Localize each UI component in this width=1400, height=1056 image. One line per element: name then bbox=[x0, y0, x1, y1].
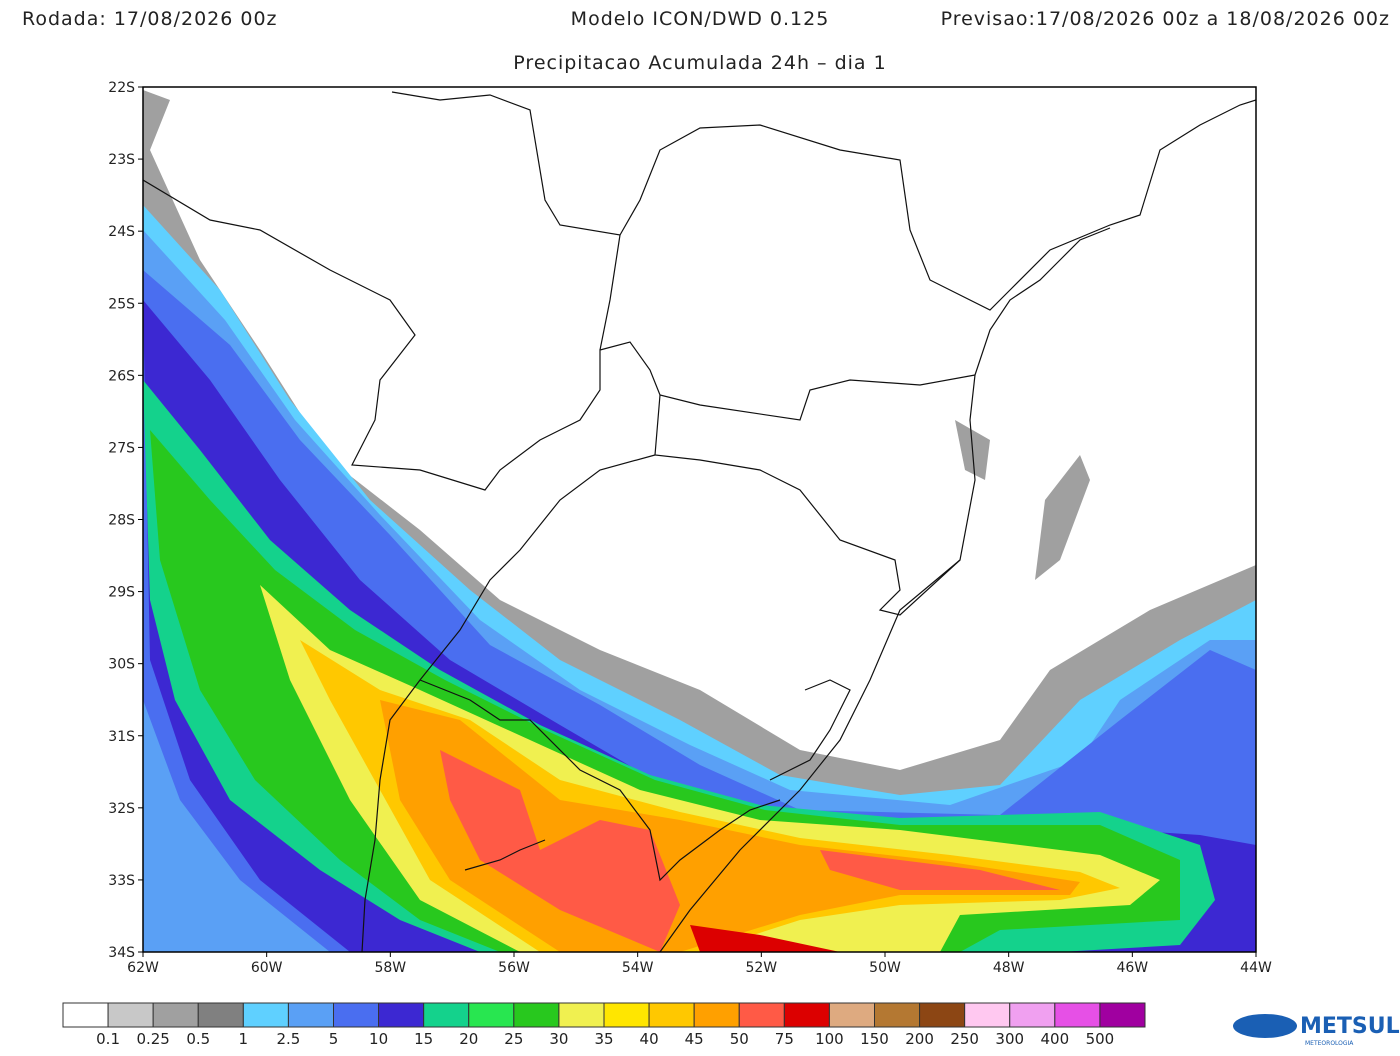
colorbar-box bbox=[287, 1002, 334, 1028]
colorbar-box bbox=[333, 1002, 380, 1028]
lat-label: 26S bbox=[108, 368, 135, 384]
colorbar-label: 400 bbox=[1041, 1030, 1070, 1048]
run-label: Rodada: 17/08/2026 00z bbox=[22, 8, 278, 30]
colorbar-box bbox=[107, 1002, 154, 1028]
colorbar-box bbox=[242, 1002, 289, 1028]
colorbar-box bbox=[738, 1002, 785, 1028]
colorbar-label: 2.5 bbox=[276, 1030, 300, 1048]
logo-name: METSUL bbox=[1300, 1014, 1400, 1039]
lon-label: 48W bbox=[993, 960, 1025, 976]
colorbar-label: 100 bbox=[815, 1030, 844, 1048]
lat-label: 32S bbox=[108, 801, 135, 817]
colorbar-label: 200 bbox=[905, 1030, 934, 1048]
colorbar: 0.1 0.25 0.5 1 2.5 5 10 15 20 25 30 35 40 45 50 75 100 15… bbox=[62, 1002, 1146, 1048]
subtitle: Precipitacao Acumulada 24h – dia 1 bbox=[513, 52, 886, 74]
colorbar-box bbox=[919, 1002, 966, 1028]
colorbar-label: 30 bbox=[549, 1030, 568, 1048]
lat-label: 27S bbox=[108, 440, 135, 456]
colorbar-box bbox=[62, 1002, 109, 1028]
colorbar-box bbox=[693, 1002, 740, 1028]
colorbar-box bbox=[783, 1002, 830, 1028]
colorbar-label: 20 bbox=[459, 1030, 478, 1048]
colorbar-label: 250 bbox=[950, 1030, 979, 1048]
precip-contour bbox=[143, 700, 330, 952]
colorbar-label: 45 bbox=[685, 1030, 704, 1048]
colorbar-box bbox=[874, 1002, 921, 1028]
lat-label: 23S bbox=[108, 152, 135, 168]
colorbar-label: 0.1 bbox=[96, 1030, 120, 1048]
colorbar-box bbox=[468, 1002, 515, 1028]
lon-label: 52W bbox=[745, 960, 777, 976]
lon-label: 62W bbox=[127, 960, 159, 976]
precip-field bbox=[143, 90, 1256, 952]
colorbar-label: 0.5 bbox=[186, 1030, 210, 1048]
colorbar-box bbox=[423, 1002, 470, 1028]
lon-label: 56W bbox=[498, 960, 530, 976]
precip-contour bbox=[820, 850, 1060, 890]
lat-label: 29S bbox=[108, 585, 135, 601]
lat-label: 31S bbox=[108, 729, 135, 745]
lat-label: 24S bbox=[108, 224, 135, 240]
colorbar-label: 50 bbox=[730, 1030, 749, 1048]
precip-contour bbox=[440, 750, 680, 952]
lon-label: 44W bbox=[1240, 960, 1272, 976]
lon-label: 54W bbox=[622, 960, 654, 976]
colorbar-label: 150 bbox=[860, 1030, 889, 1048]
lat-label: 25S bbox=[108, 296, 135, 312]
colorbar-box bbox=[378, 1002, 425, 1028]
colorbar-box bbox=[828, 1002, 876, 1028]
colorbar-label: 10 bbox=[369, 1030, 388, 1048]
logo-globe bbox=[1233, 1014, 1297, 1038]
colorbar-label: 25 bbox=[504, 1030, 523, 1048]
lat-label: 30S bbox=[108, 657, 135, 673]
colorbar-box bbox=[558, 1002, 605, 1028]
lat-label: 34S bbox=[108, 945, 135, 961]
colorbar-box bbox=[152, 1002, 199, 1028]
borders bbox=[143, 91, 1256, 952]
colorbar-box bbox=[648, 1002, 695, 1028]
lon-label: 46W bbox=[1116, 960, 1148, 976]
colorbar-label: 40 bbox=[640, 1030, 659, 1048]
colorbar-box bbox=[603, 1002, 650, 1028]
colorbar-label: 1 bbox=[239, 1030, 249, 1048]
precip-contour bbox=[690, 925, 840, 952]
colorbar-label: 300 bbox=[995, 1030, 1024, 1048]
axes: 22S23S24S25S26S27S28S29S30S31S32S33S34S6… bbox=[108, 80, 1272, 976]
colorbar-box bbox=[197, 1002, 244, 1028]
colorbar-box bbox=[1009, 1002, 1056, 1028]
precip-contour bbox=[1035, 455, 1090, 580]
model-label: Modelo ICON/DWD 0.125 bbox=[571, 8, 830, 30]
colorbar-label: 15 bbox=[414, 1030, 433, 1048]
lon-label: 60W bbox=[251, 960, 283, 976]
lat-label: 22S bbox=[108, 80, 135, 96]
colorbar-label: 75 bbox=[775, 1030, 794, 1048]
lon-label: 58W bbox=[374, 960, 406, 976]
colorbar-box bbox=[513, 1002, 560, 1028]
colorbar-label: 0.25 bbox=[136, 1030, 169, 1048]
colorbar-box bbox=[1099, 1002, 1146, 1028]
colorbar-label: 35 bbox=[594, 1030, 613, 1048]
forecast-label: Previsao:17/08/2026 00z a 18/08/2026 00z bbox=[941, 8, 1390, 30]
colorbar-box bbox=[964, 1002, 1011, 1028]
lon-label: 50W bbox=[869, 960, 901, 976]
colorbar-box bbox=[1054, 1002, 1101, 1028]
logo: METSUL METEOROLOGIA bbox=[1233, 1014, 1400, 1047]
lat-label: 33S bbox=[108, 873, 135, 889]
lat-label: 28S bbox=[108, 513, 135, 529]
colorbar-label: 5 bbox=[329, 1030, 339, 1048]
colorbar-label: 500 bbox=[1086, 1030, 1115, 1048]
logo-tagline: METEOROLOGIA bbox=[1305, 1040, 1354, 1047]
